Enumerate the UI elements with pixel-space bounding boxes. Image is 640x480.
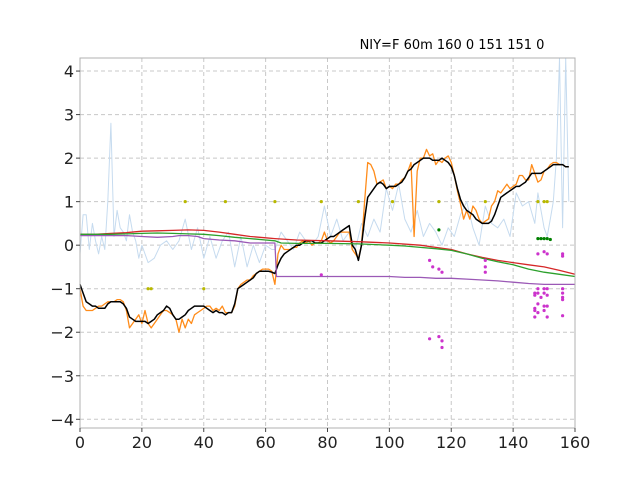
series-line-purple [80, 234, 575, 286]
marker-magenta [431, 265, 435, 269]
marker-magenta [545, 287, 549, 291]
marker-magenta [542, 308, 546, 313]
marker-olive [545, 200, 549, 204]
y-tick-label: −2 [50, 323, 74, 342]
x-tick-label: 20 [132, 433, 152, 452]
marker-magenta [561, 314, 565, 318]
y-tick-label: 4 [64, 62, 74, 81]
marker-magenta [561, 291, 565, 295]
marker-magenta [542, 291, 546, 295]
marker-olive [356, 200, 360, 204]
marker-magenta [539, 295, 543, 299]
series-line-lightblue [79, 57, 570, 268]
marker-darkgreen [548, 237, 552, 242]
marker-magenta [483, 265, 487, 269]
marker-magenta [545, 293, 549, 297]
y-tick-label: 2 [64, 149, 74, 168]
marker-darkgreen [542, 237, 546, 241]
marker-magenta [561, 252, 565, 256]
marker-magenta [428, 258, 432, 262]
marker-magenta [545, 315, 549, 319]
marker-olive [319, 200, 323, 204]
marker-darkgreen [437, 228, 441, 232]
marker-magenta [533, 306, 537, 310]
marker-magenta [533, 315, 537, 319]
y-tick-label: 0 [64, 236, 74, 255]
marker-magenta [536, 287, 540, 291]
marker-olive [223, 200, 227, 204]
marker-olive [149, 287, 153, 291]
marker-magenta [545, 252, 549, 256]
marker-olive [273, 200, 277, 204]
marker-darkgreen [539, 237, 543, 241]
marker-magenta [428, 337, 432, 341]
marker-magenta [533, 308, 537, 313]
x-tick-label: 80 [317, 433, 337, 452]
marker-magenta [437, 267, 441, 271]
series-line-orange [79, 148, 569, 333]
x-tick-label: 100 [374, 433, 405, 452]
x-tick-label: 60 [255, 433, 275, 452]
marker-magenta [533, 293, 537, 297]
marker-olive [536, 200, 540, 204]
marker-magenta [319, 273, 323, 277]
marker-magenta [542, 304, 546, 308]
marker-magenta [440, 339, 444, 343]
marker-olive [483, 200, 487, 204]
marker-magenta [536, 291, 540, 295]
marker-olive [183, 200, 187, 204]
x-tick-label: 0 [75, 433, 85, 452]
y-tick-label: −4 [50, 410, 74, 429]
marker-magenta [561, 287, 565, 291]
chart-title: NIY=F 60m 160 0 151 151 0 [360, 38, 545, 53]
marker-magenta [483, 270, 487, 274]
x-tick-label: 120 [436, 433, 467, 452]
marker-olive [390, 200, 395, 204]
marker-magenta [545, 304, 549, 308]
marker-magenta [483, 258, 487, 262]
series-line-green [80, 232, 576, 278]
series-line-red [80, 229, 576, 275]
marker-olive [437, 200, 441, 204]
marker-olive [202, 287, 206, 291]
y-axis-ticks: −4 −3 −2 −1 0 1 2 3 4 [50, 62, 80, 429]
marker-magenta [561, 254, 565, 258]
marker-magenta [440, 345, 444, 350]
x-tick-label: 140 [498, 433, 529, 452]
marker-darkgreen [536, 237, 540, 241]
marker-magenta [536, 311, 540, 315]
marker-magenta [536, 302, 540, 306]
x-axis-ticks: 0 20 40 60 80 100 120 140 160 [75, 428, 590, 452]
marker-olive [146, 287, 150, 291]
y-tick-label: 1 [64, 193, 74, 212]
marker-magenta [561, 298, 565, 302]
x-tick-label: 40 [194, 433, 214, 452]
x-tick-label: 160 [560, 433, 591, 452]
marker-olive [542, 200, 546, 204]
marker-magenta [542, 250, 546, 254]
marker-magenta [542, 287, 546, 291]
marker-darkgreen [545, 237, 549, 241]
y-tick-label: −3 [50, 367, 74, 386]
marker-magenta [536, 252, 540, 256]
y-tick-label: −1 [50, 280, 74, 299]
plot-series [79, 57, 576, 333]
marker-magenta [440, 270, 444, 274]
plot-markers [146, 200, 565, 350]
y-tick-label: 3 [64, 106, 74, 125]
marker-magenta [437, 335, 441, 339]
marker-magenta [561, 295, 565, 299]
